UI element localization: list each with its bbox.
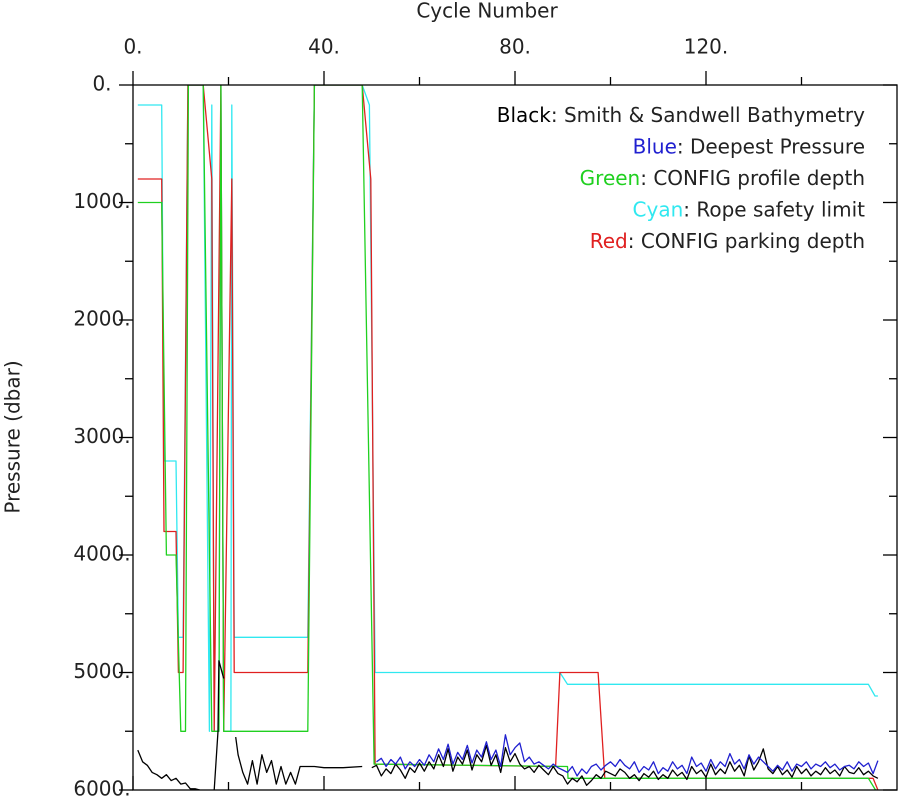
- y-tick-label: 1000.: [73, 189, 130, 213]
- y-tick-label: 5000.: [73, 659, 130, 683]
- legend-entry: Red: CONFIG parking depth: [590, 229, 865, 253]
- series-line: [137, 660, 879, 790]
- legend-entry: Green: CONFIG profile depth: [580, 166, 865, 190]
- series-line: [137, 85, 879, 790]
- legend-entry: Blue: Deepest Pressure: [633, 134, 865, 158]
- y-tick-label: 6000.: [73, 777, 130, 800]
- x-tick-label: 0.: [123, 35, 142, 59]
- legend-entry: Cyan: Rope safety limit: [633, 197, 866, 221]
- x-tick-label: 40.: [308, 35, 340, 59]
- plot-area: [137, 85, 879, 790]
- legend-entry: Black: Smith & Sandwell Bathymetry: [497, 103, 865, 127]
- y-tick-label: 4000.: [73, 542, 130, 566]
- y-tick-label: 2000.: [73, 307, 130, 331]
- y-tick-label: 3000.: [73, 424, 130, 448]
- y-axis-title: Pressure (dbar): [1, 360, 25, 513]
- x-tick-label: 80.: [499, 35, 531, 59]
- x-tick-label: 120.: [684, 35, 729, 59]
- series-line: [376, 734, 879, 777]
- x-axis-title: Cycle Number: [416, 0, 558, 23]
- y-tick-label: 0.: [92, 72, 111, 96]
